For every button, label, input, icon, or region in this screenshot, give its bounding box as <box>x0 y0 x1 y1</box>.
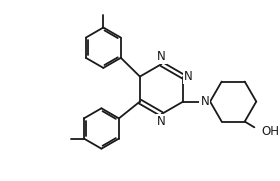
Text: OH: OH <box>261 125 279 138</box>
Text: N: N <box>157 115 166 128</box>
Text: N: N <box>184 70 193 83</box>
Text: N: N <box>157 50 166 63</box>
Text: N: N <box>200 95 209 108</box>
